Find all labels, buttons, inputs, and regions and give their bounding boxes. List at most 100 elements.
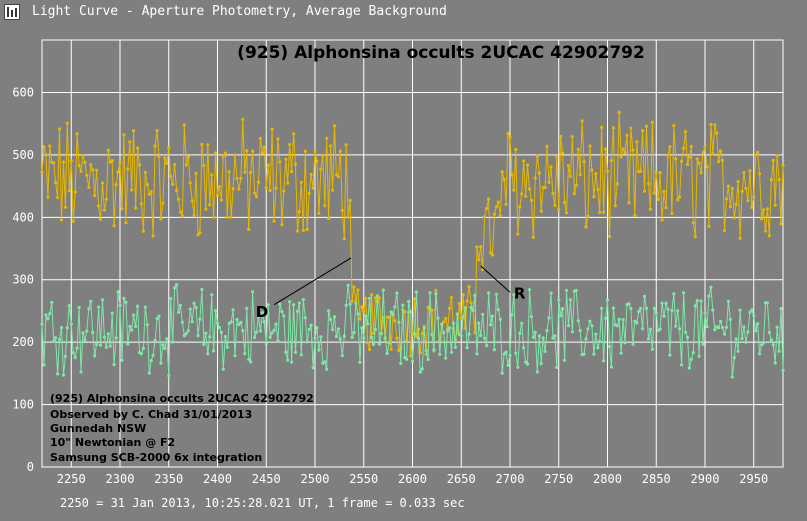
data-point bbox=[518, 331, 522, 335]
data-point bbox=[356, 288, 360, 292]
data-point bbox=[660, 301, 664, 305]
data-point bbox=[247, 227, 251, 231]
data-point bbox=[469, 301, 473, 305]
data-point bbox=[219, 330, 223, 334]
data-point bbox=[555, 154, 559, 158]
data-point bbox=[155, 317, 159, 321]
data-point bbox=[212, 215, 216, 219]
data-point bbox=[771, 343, 775, 347]
data-point bbox=[116, 290, 120, 294]
data-point bbox=[479, 245, 483, 249]
data-point bbox=[625, 133, 629, 137]
data-point bbox=[623, 150, 627, 155]
data-point bbox=[274, 186, 278, 190]
data-point bbox=[309, 172, 313, 177]
data-point bbox=[270, 331, 274, 335]
data-point bbox=[79, 169, 83, 173]
data-point bbox=[676, 198, 680, 202]
data-point bbox=[401, 303, 405, 307]
data-point bbox=[756, 150, 760, 155]
data-point bbox=[214, 151, 218, 155]
title-bar: Light Curve - Aperture Photometry, Avera… bbox=[0, 0, 807, 24]
data-point bbox=[171, 182, 175, 186]
data-point bbox=[173, 286, 177, 290]
data-point bbox=[393, 305, 397, 309]
data-point bbox=[143, 305, 147, 309]
data-point bbox=[358, 317, 362, 321]
data-point bbox=[77, 305, 81, 310]
data-point bbox=[779, 222, 783, 226]
data-point bbox=[323, 360, 327, 364]
data-point bbox=[775, 325, 779, 329]
data-point bbox=[635, 321, 639, 325]
data-point bbox=[110, 159, 114, 163]
data-point bbox=[574, 288, 578, 292]
data-point bbox=[617, 317, 621, 321]
data-point bbox=[481, 312, 485, 316]
data-point bbox=[106, 332, 110, 336]
data-point bbox=[568, 174, 573, 178]
data-point bbox=[409, 354, 413, 358]
data-point bbox=[748, 169, 752, 173]
data-point bbox=[598, 210, 602, 214]
data-point bbox=[134, 206, 138, 210]
data-point bbox=[754, 153, 758, 157]
data-point bbox=[114, 183, 118, 187]
data-point bbox=[368, 296, 372, 300]
data-point bbox=[689, 145, 693, 149]
data-point bbox=[198, 317, 202, 321]
data-point bbox=[126, 167, 130, 171]
annotation-line bbox=[480, 265, 511, 293]
data-point bbox=[578, 173, 582, 177]
data-point bbox=[373, 327, 377, 331]
data-point bbox=[167, 146, 171, 150]
data-point bbox=[600, 125, 604, 129]
data-point bbox=[229, 320, 233, 324]
data-point bbox=[529, 315, 534, 319]
data-point bbox=[701, 151, 705, 155]
data-point bbox=[360, 305, 364, 309]
data-point bbox=[313, 336, 317, 340]
x-tick-label: 2650 bbox=[447, 472, 476, 486]
info-line: Samsung SCB-2000 6x integration bbox=[50, 451, 262, 464]
data-point bbox=[329, 144, 333, 148]
data-point bbox=[535, 370, 539, 374]
data-point bbox=[412, 332, 416, 336]
info-line: 10" Newtonian @ F2 bbox=[50, 436, 175, 449]
data-point bbox=[695, 299, 699, 303]
data-point bbox=[368, 347, 372, 352]
data-point bbox=[272, 219, 276, 223]
data-point bbox=[198, 231, 202, 235]
data-point bbox=[301, 228, 305, 233]
data-point bbox=[689, 357, 693, 361]
data-point bbox=[184, 332, 188, 336]
data-point bbox=[678, 195, 682, 199]
data-point bbox=[551, 191, 555, 196]
data-point bbox=[95, 168, 99, 172]
x-tick-label: 2600 bbox=[398, 472, 427, 486]
data-point bbox=[202, 342, 206, 346]
data-point bbox=[59, 218, 64, 222]
data-point bbox=[777, 177, 781, 182]
data-point bbox=[124, 221, 128, 225]
data-point bbox=[516, 365, 520, 369]
data-point bbox=[724, 197, 729, 201]
data-point bbox=[592, 195, 596, 199]
data-point bbox=[736, 349, 740, 353]
data-point bbox=[687, 366, 692, 370]
x-tick-label: 2250 bbox=[57, 472, 86, 486]
data-point bbox=[549, 291, 553, 295]
data-point bbox=[264, 342, 268, 346]
data-point bbox=[98, 217, 103, 221]
data-point bbox=[67, 304, 71, 308]
data-point bbox=[303, 149, 307, 153]
data-point bbox=[141, 229, 145, 233]
data-point bbox=[685, 335, 690, 339]
data-point bbox=[167, 373, 171, 378]
data-point bbox=[73, 356, 77, 360]
light-curve-app-icon[interactable] bbox=[4, 4, 20, 20]
data-point bbox=[693, 235, 697, 239]
data-point bbox=[442, 320, 446, 324]
data-point bbox=[777, 349, 781, 353]
data-point bbox=[709, 285, 713, 289]
